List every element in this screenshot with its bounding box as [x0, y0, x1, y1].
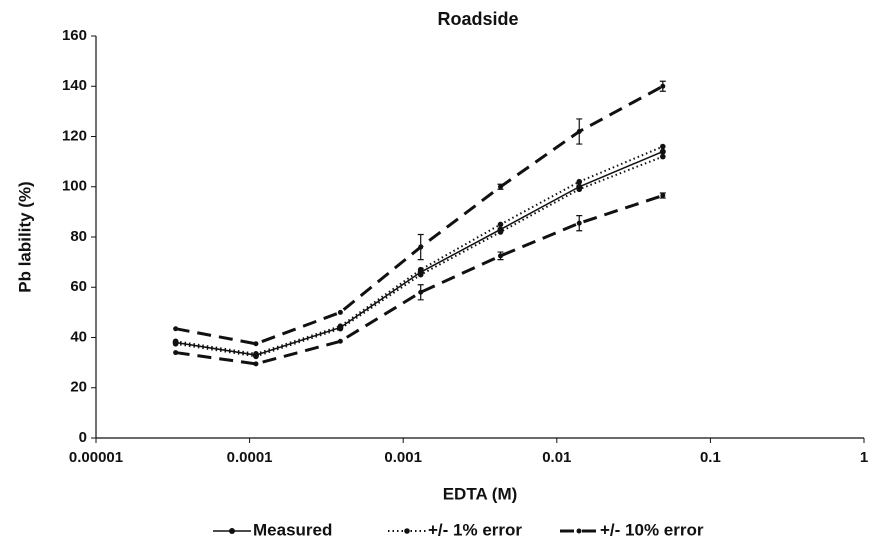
legend-marker [576, 528, 582, 534]
series-line [175, 155, 664, 358]
series-line [175, 194, 664, 366]
point [497, 229, 504, 235]
legend-label: Measured [253, 520, 332, 539]
series-line [175, 145, 664, 355]
chart-title: Roadside [437, 9, 518, 29]
point [253, 353, 259, 360]
point [576, 178, 583, 185]
y-tick-label: 40 [70, 328, 87, 345]
point [173, 350, 179, 356]
point [417, 271, 424, 278]
y-tick-label: 80 [70, 228, 87, 245]
y-tick-label: 160 [62, 27, 87, 44]
x-axis-label: EDTA (M) [443, 484, 518, 503]
x-tick-label: 0.001 [384, 449, 422, 466]
legend-marker [404, 528, 410, 534]
point [173, 326, 179, 332]
point [497, 221, 504, 228]
error-bar [659, 80, 666, 92]
error-bar [417, 233, 424, 261]
error-bar [417, 284, 424, 301]
error-bar [576, 215, 583, 232]
y-tick-label: 140 [62, 77, 87, 94]
legend-marker [229, 528, 235, 534]
x-tick-label: 0.1 [700, 449, 721, 466]
error-bar [576, 118, 583, 145]
point [253, 341, 259, 347]
point [337, 338, 343, 344]
y-tick-label: 0 [79, 429, 87, 446]
x-tick-label: 0.01 [542, 449, 571, 466]
legend-label: +/- 1% error [428, 520, 522, 539]
y-tick-label: 20 [70, 379, 87, 396]
point [660, 153, 666, 160]
y-tick-label: 120 [62, 127, 87, 144]
point [253, 361, 259, 367]
series-line [175, 150, 664, 356]
point [659, 148, 666, 155]
series-line [175, 84, 664, 346]
point [417, 266, 424, 273]
point [660, 143, 666, 150]
x-tick-label: 1 [860, 449, 868, 466]
error-bar [659, 192, 666, 199]
x-tick-label: 0.00001 [69, 449, 123, 466]
y-tick-label: 100 [62, 178, 87, 195]
point [337, 325, 344, 332]
x-tick-label: 0.0001 [227, 449, 273, 466]
legend-label: +/- 10% error [600, 520, 704, 539]
y-tick-label: 60 [70, 278, 87, 295]
point [172, 340, 179, 347]
error-bar [497, 183, 504, 190]
point [337, 309, 343, 315]
point [576, 186, 583, 193]
error-bar [497, 251, 504, 261]
y-axis-label: Pb lability (%) [15, 181, 34, 292]
